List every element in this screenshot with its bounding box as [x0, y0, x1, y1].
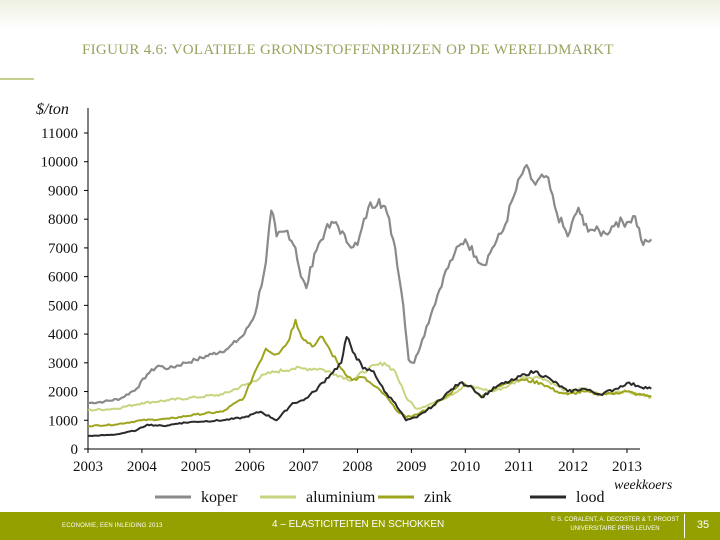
footer-book-title: ECONOMIE, EEN INLEIDING 2013: [62, 523, 163, 529]
y-tick-label: 6000: [48, 270, 78, 286]
series-line-zink: [87, 318, 652, 428]
y-tick-label: 10000: [41, 155, 79, 171]
footer-bar: ECONOMIE, EEN INLEIDING 2013 4 – ELASTIC…: [0, 512, 720, 540]
header-band: [0, 0, 720, 30]
x-tick-label: 2010: [450, 459, 480, 475]
y-tick-label: 2000: [48, 385, 78, 401]
x-tick-label: 2013: [612, 459, 642, 475]
x-tick-label: 2009: [396, 459, 426, 475]
chart-area: 0 1000 2000 3000 4000 5000 6000 7000 8000 9000 100…: [36, 101, 673, 506]
x-tick-label: 2011: [504, 459, 533, 475]
x-tick-label: 2007: [289, 459, 320, 475]
x-tick-label: 2005: [181, 459, 211, 475]
series-line-lood: [87, 336, 652, 438]
series-line-koper: [87, 164, 653, 405]
footer-divider: [684, 514, 685, 538]
legend-label-koper: koper: [201, 489, 238, 506]
footer-copyright: © S. CORALENT, A. DECOSTER & T. PROOST U…: [540, 516, 690, 534]
y-tick-label: 8000: [48, 212, 78, 228]
accent-line: [0, 78, 34, 80]
x-tick-label: 2006: [235, 459, 266, 475]
page-number: 35: [696, 519, 710, 531]
y-axis-label: $/ton: [36, 101, 69, 118]
axes: 0 1000 2000 3000 4000 5000 6000 7000 8000 9000 100…: [36, 101, 673, 493]
series-lines: [87, 164, 653, 438]
figure-title: FIGUUR 4.6: VOLATIELE GRONDSTOFFENPRIJZE…: [82, 42, 614, 58]
x-tick-label: 2004: [127, 459, 158, 475]
series-line-aluminium: [87, 361, 652, 412]
y-tick-label: 0: [71, 442, 79, 458]
y-tick-label: 4000: [48, 327, 78, 343]
x-tick-label: 2003: [73, 459, 103, 475]
legend: koper aluminium zink lood: [155, 489, 604, 506]
legend-label-aluminium: aluminium: [306, 489, 376, 506]
footer-copyright-publisher: UNIVERSITAIRE PERS LEUVEN: [570, 526, 660, 532]
footer-copyright-authors: © S. CORALENT, A. DECOSTER & T. PROOST: [550, 517, 679, 523]
y-tick-label: 9000: [48, 183, 78, 199]
y-tick-label: 7000: [48, 241, 78, 257]
footer-chapter-title: 4 – ELASTICITEITEN EN SCHOKKEN: [272, 519, 445, 530]
legend-label-lood: lood: [576, 489, 604, 506]
x-tick-label: 2012: [558, 459, 588, 475]
y-tick-label: 3000: [48, 356, 78, 372]
y-tick-label: 1000: [48, 413, 78, 429]
legend-label-zink: zink: [424, 489, 452, 506]
y-tick-label: 11000: [41, 126, 78, 142]
x-tick-label: 2008: [343, 459, 373, 475]
y-tick-label: 5000: [48, 298, 78, 314]
x-axis-label: weekkoers: [614, 478, 673, 493]
